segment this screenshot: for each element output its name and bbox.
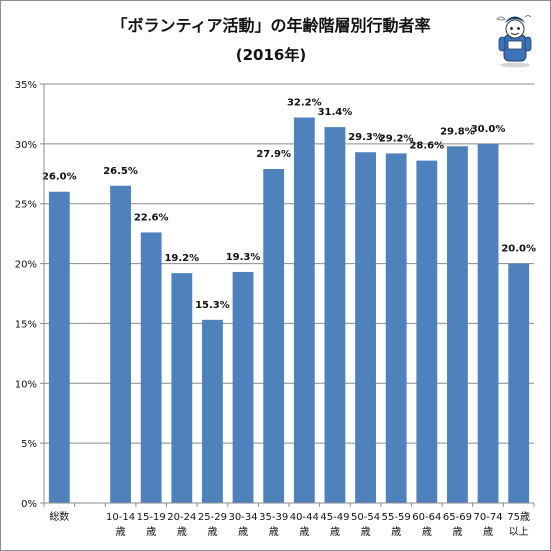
data-label: 29.2%	[379, 133, 414, 144]
x-axis-labels: 総数 10-14 歳 15-19 歳 20-24 歳 25-29 歳 30-34 歳 35-39 歳 40…	[43, 503, 535, 538]
x-tick-label: 25-29	[198, 512, 227, 523]
y-tick-label: 30%	[15, 140, 37, 151]
bar	[385, 153, 407, 504]
x-tick-label: 歳	[452, 526, 462, 538]
x-tick-label: 総数	[49, 510, 69, 523]
axes	[43, 84, 534, 504]
x-tick-label: 65-69	[443, 512, 472, 523]
data-label: 29.8%	[440, 126, 475, 137]
data-label: 30.0%	[471, 124, 506, 135]
data-label: 32.2%	[287, 98, 322, 109]
data-label: 22.6%	[134, 212, 169, 223]
bar	[416, 160, 438, 504]
data-label: 20.0%	[501, 244, 536, 255]
x-tick-label: 70-74	[474, 512, 503, 523]
y-tick-label: 15%	[15, 319, 37, 330]
bar	[293, 117, 315, 504]
data-label: 31.4%	[318, 107, 353, 118]
bar	[110, 185, 131, 503]
data-label: 26.5%	[103, 166, 138, 177]
bar	[324, 127, 346, 504]
bar	[232, 271, 254, 503]
chart-title: 「ボランティア活動」の年齢階層別行動者率	[111, 16, 430, 35]
y-tick-label: 5%	[21, 439, 37, 450]
x-tick-label: 40-44	[290, 512, 319, 523]
x-tick-label: 30-34	[229, 512, 258, 523]
x-tick-label: 歳	[330, 526, 340, 538]
x-tick-label: 歳	[269, 526, 279, 538]
x-tick-label: 55-59	[382, 512, 411, 523]
bar	[508, 263, 530, 503]
x-tick-label: 歳	[361, 526, 371, 538]
x-tick-label: 以上	[509, 526, 529, 538]
bar	[202, 319, 223, 503]
data-label: 28.6%	[409, 141, 444, 152]
data-label: 19.2%	[164, 253, 199, 264]
x-tick-label: 50-54	[351, 512, 380, 523]
x-tick-label: 歳	[391, 526, 401, 538]
bar	[447, 146, 468, 503]
bar	[355, 152, 376, 504]
data-label: 27.9%	[256, 149, 291, 160]
data-labels: 26.0% 26.5% 22.6% 19.2% 15.3% 19.3% 27.9% 32.2%…	[42, 98, 536, 311]
x-tick-label: 35-39	[259, 512, 288, 523]
x-tick-label: 10-14	[106, 512, 135, 523]
x-tick-label: 歳	[483, 526, 493, 538]
mascot-character-icon	[496, 15, 532, 68]
x-tick-label: 歳	[146, 526, 156, 538]
y-tick-label: 10%	[15, 379, 37, 390]
chart-subtitle: (2016年)	[236, 46, 306, 64]
x-tick-label: 45-49	[320, 512, 349, 523]
y-tick-label: 20%	[15, 260, 37, 271]
x-tick-label: 75歳	[507, 511, 530, 523]
x-tick-label: 20-24	[167, 512, 196, 523]
x-tick-label: 歳	[177, 526, 187, 538]
bar	[140, 232, 162, 503]
y-axis-ticks: 0% 5% 10% 15% 20% 25% 30% 35%	[15, 80, 44, 510]
bar	[48, 191, 70, 503]
x-tick-label: 歳	[422, 526, 432, 538]
x-tick-label: 歳	[238, 526, 248, 538]
data-label: 26.0%	[42, 172, 77, 183]
data-label: 15.3%	[195, 300, 230, 311]
y-tick-label: 35%	[15, 80, 37, 91]
bar	[171, 273, 193, 503]
x-tick-label: 60-64	[412, 512, 441, 523]
x-tick-label: 歳	[116, 526, 126, 538]
bar	[263, 168, 285, 504]
bar	[477, 143, 499, 503]
x-tick-label: 15-19	[137, 512, 166, 523]
data-label: 19.3%	[226, 252, 261, 263]
x-tick-label: 歳	[299, 526, 309, 538]
bars	[48, 117, 530, 504]
y-tick-label: 25%	[15, 200, 37, 211]
y-tick-label: 0%	[21, 499, 37, 510]
x-tick-label: 歳	[207, 526, 217, 538]
data-label: 29.3%	[348, 132, 383, 143]
